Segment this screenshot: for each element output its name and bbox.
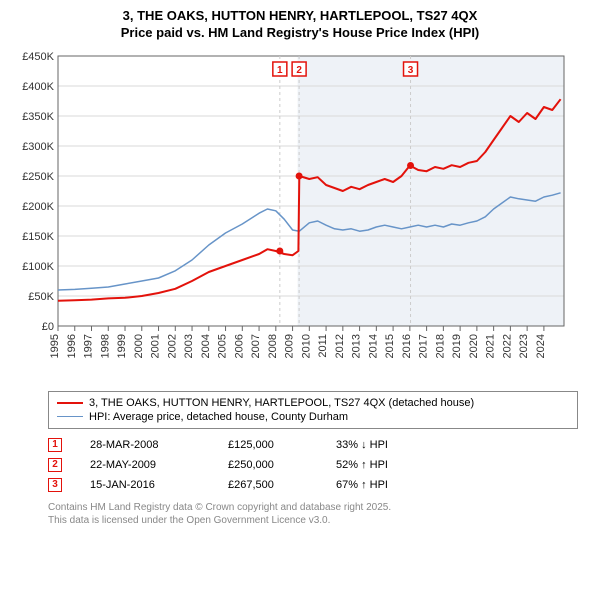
- svg-text:1998: 1998: [99, 334, 111, 358]
- svg-text:2014: 2014: [367, 334, 379, 358]
- svg-text:2018: 2018: [434, 334, 446, 358]
- attribution-footer: Contains HM Land Registry data © Crown c…: [48, 501, 578, 527]
- svg-text:2006: 2006: [233, 334, 245, 358]
- svg-text:2017: 2017: [418, 334, 430, 358]
- svg-text:2008: 2008: [267, 334, 279, 358]
- chart-svg: £0 £50K £100K £150K £200K £250K £300K £350K £400…: [12, 48, 572, 378]
- legend: 3, THE OAKS, HUTTON HENRY, HARTLEPOOL, T…: [48, 391, 578, 429]
- svg-text:2010: 2010: [300, 334, 312, 358]
- svg-text:£300K: £300K: [22, 141, 54, 153]
- svg-text:£250K: £250K: [22, 171, 54, 183]
- svg-text:2013: 2013: [351, 334, 363, 358]
- svg-text:2024: 2024: [535, 334, 547, 358]
- svg-text:2003: 2003: [183, 334, 195, 358]
- sales-row: 2 22-MAY-2009 £250,000 52% ↑ HPI: [48, 455, 578, 475]
- price-chart: £0 £50K £100K £150K £200K £250K £300K £350K £400…: [12, 48, 588, 383]
- legend-swatch: [57, 402, 83, 404]
- svg-text:£400K: £400K: [22, 81, 54, 93]
- svg-text:2009: 2009: [284, 334, 296, 358]
- svg-text:2019: 2019: [451, 334, 463, 358]
- svg-text:2023: 2023: [518, 334, 530, 358]
- legend-label: HPI: Average price, detached house, Coun…: [89, 411, 348, 423]
- svg-text:2000: 2000: [133, 334, 145, 358]
- legend-label: 3, THE OAKS, HUTTON HENRY, HARTLEPOOL, T…: [89, 397, 474, 409]
- sale-marker-icon: 2: [48, 458, 62, 472]
- svg-text:2020: 2020: [468, 334, 480, 358]
- sale-date: 22-MAY-2009: [90, 459, 200, 471]
- sale-price: £125,000: [228, 439, 308, 451]
- svg-text:2012: 2012: [334, 334, 346, 358]
- footer-line-2: This data is licensed under the Open Gov…: [48, 514, 578, 527]
- title-line-2: Price paid vs. HM Land Registry's House …: [12, 25, 588, 42]
- sale-date: 28-MAR-2008: [90, 439, 200, 451]
- svg-text:£450K: £450K: [22, 51, 54, 63]
- sale-marker-icon: 3: [48, 478, 62, 492]
- svg-text:2005: 2005: [217, 334, 229, 358]
- sale-hpi: 52% ↑ HPI: [336, 459, 426, 471]
- svg-text:2004: 2004: [200, 334, 212, 358]
- svg-text:3: 3: [408, 65, 414, 76]
- legend-row: HPI: Average price, detached house, Coun…: [57, 410, 569, 424]
- legend-row: 3, THE OAKS, HUTTON HENRY, HARTLEPOOL, T…: [57, 396, 569, 410]
- svg-text:2021: 2021: [485, 334, 497, 358]
- svg-text:£350K: £350K: [22, 111, 54, 123]
- svg-text:2: 2: [296, 65, 302, 76]
- svg-text:£150K: £150K: [22, 231, 54, 243]
- svg-text:2022: 2022: [501, 334, 513, 358]
- svg-text:2002: 2002: [166, 334, 178, 358]
- svg-text:1996: 1996: [66, 334, 78, 358]
- svg-text:1999: 1999: [116, 334, 128, 358]
- sales-table: 1 28-MAR-2008 £125,000 33% ↓ HPI 2 22-MAY-200…: [48, 435, 578, 495]
- sales-row: 1 28-MAR-2008 £125,000 33% ↓ HPI: [48, 435, 578, 455]
- footer-line-1: Contains HM Land Registry data © Crown c…: [48, 501, 578, 514]
- legend-swatch: [57, 416, 83, 417]
- svg-text:2011: 2011: [317, 334, 329, 358]
- svg-text:£100K: £100K: [22, 261, 54, 273]
- svg-text:1: 1: [277, 65, 283, 76]
- sales-row: 3 15-JAN-2016 £267,500 67% ↑ HPI: [48, 475, 578, 495]
- svg-text:1997: 1997: [83, 334, 95, 358]
- svg-text:2001: 2001: [150, 334, 162, 358]
- svg-text:1995: 1995: [49, 334, 61, 358]
- sale-date: 15-JAN-2016: [90, 479, 200, 491]
- svg-text:£0: £0: [42, 321, 54, 333]
- svg-text:2016: 2016: [401, 334, 413, 358]
- svg-text:£50K: £50K: [28, 291, 54, 303]
- sale-marker-icon: 1: [48, 438, 62, 452]
- svg-text:2007: 2007: [250, 334, 262, 358]
- chart-title: 3, THE OAKS, HUTTON HENRY, HARTLEPOOL, T…: [12, 8, 588, 42]
- sale-hpi: 33% ↓ HPI: [336, 439, 426, 451]
- svg-text:2015: 2015: [384, 334, 396, 358]
- title-line-1: 3, THE OAKS, HUTTON HENRY, HARTLEPOOL, T…: [12, 8, 588, 25]
- sale-hpi: 67% ↑ HPI: [336, 479, 426, 491]
- sale-price: £267,500: [228, 479, 308, 491]
- sale-price: £250,000: [228, 459, 308, 471]
- svg-text:£200K: £200K: [22, 201, 54, 213]
